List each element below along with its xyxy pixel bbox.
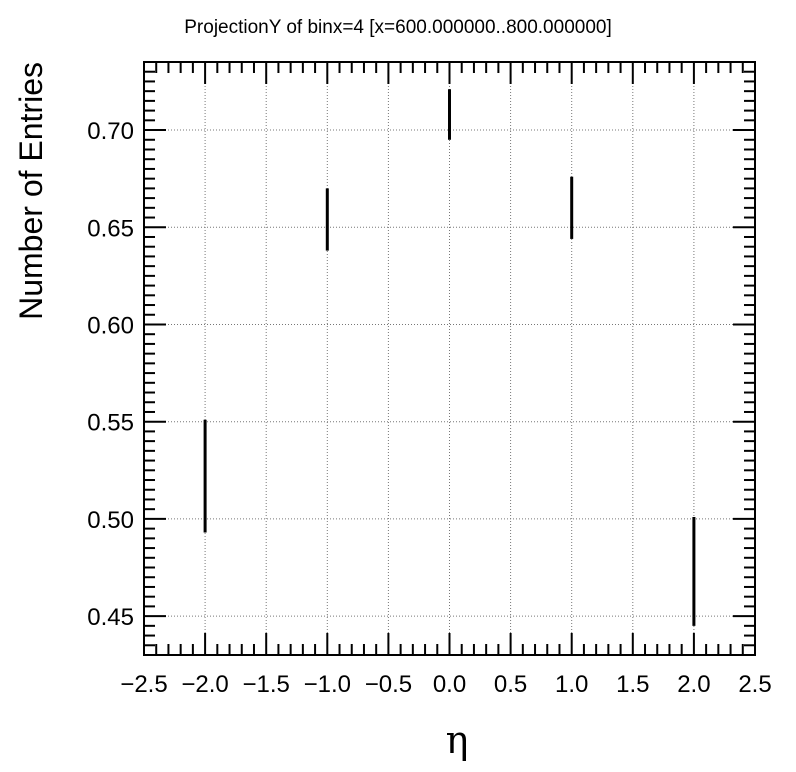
axis-ticks bbox=[143, 61, 756, 655]
x-tick-label: −2.5 bbox=[120, 671, 167, 698]
x-tick-label: 1.5 bbox=[616, 671, 649, 698]
y-tick-labels: 0.45 0.50 0.55 0.60 0.65 0.70 bbox=[87, 118, 134, 631]
x-tick-label: −1.0 bbox=[304, 671, 351, 698]
y-tick-label: 0.50 bbox=[87, 507, 134, 534]
x-tick-label: 1.0 bbox=[555, 671, 588, 698]
x-tick-labels: −2.5 −2.0 −1.5 −1.0 −0.5 0.0 0.5 1.0 1.5 2.0 2.5 bbox=[120, 671, 771, 698]
x-tick-label: −0.5 bbox=[365, 671, 412, 698]
x-tick-label: −1.5 bbox=[243, 671, 290, 698]
chart-title: ProjectionY of binx=4 [x=600.000000..800… bbox=[184, 17, 612, 38]
y-tick-label: 0.60 bbox=[87, 312, 134, 339]
x-tick-label: −2.0 bbox=[181, 671, 228, 698]
x-tick-label: 2.5 bbox=[738, 671, 771, 698]
x-tick-label: 0.5 bbox=[494, 671, 527, 698]
x-tick-label: 2.0 bbox=[677, 671, 710, 698]
y-tick-label: 0.70 bbox=[87, 118, 134, 145]
error-bars bbox=[203, 89, 696, 626]
y-tick-label: 0.55 bbox=[87, 410, 134, 437]
y-tick-label: 0.65 bbox=[87, 215, 134, 242]
y-tick-label: 0.45 bbox=[87, 604, 134, 631]
y-axis-title: Number of Entries bbox=[13, 62, 49, 320]
x-axis-title: η bbox=[446, 718, 469, 762]
x-tick-label: 0.0 bbox=[433, 671, 466, 698]
grid bbox=[144, 62, 755, 655]
